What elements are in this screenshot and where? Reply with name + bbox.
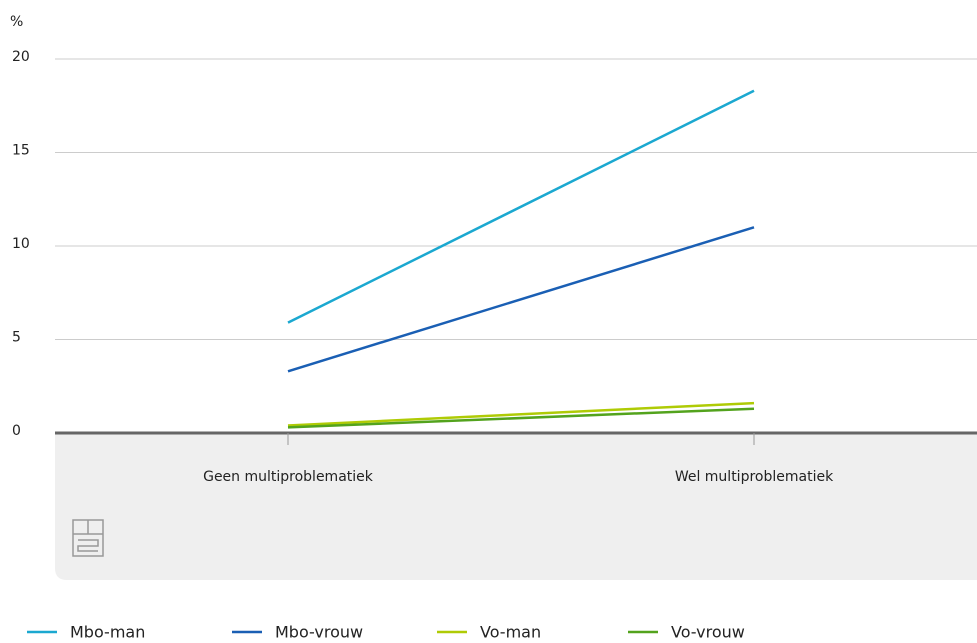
- line: [287, 226, 755, 373]
- y-tick-label: 0: [12, 423, 21, 439]
- y-axis-label: %: [10, 14, 23, 30]
- legend-label: Vo-vrouw: [671, 623, 745, 642]
- legend-label: Vo-man: [480, 623, 541, 642]
- y-tick-label: 20: [12, 49, 30, 65]
- y-tick-label: 15: [12, 143, 30, 159]
- line: [287, 89, 755, 324]
- category-area: [55, 433, 977, 580]
- x-tick-label: Wel multiproblematiek: [675, 469, 834, 485]
- line: [287, 401, 755, 427]
- legend-label: Mbo-vrouw: [275, 623, 363, 642]
- logo: [72, 519, 104, 557]
- line: [287, 407, 755, 429]
- y-tick-label: 5: [12, 330, 21, 346]
- x-tick-label: Geen multiproblematiek: [203, 469, 374, 485]
- y-tick-label: 10: [12, 236, 30, 252]
- legend-label: Mbo-man: [70, 623, 145, 642]
